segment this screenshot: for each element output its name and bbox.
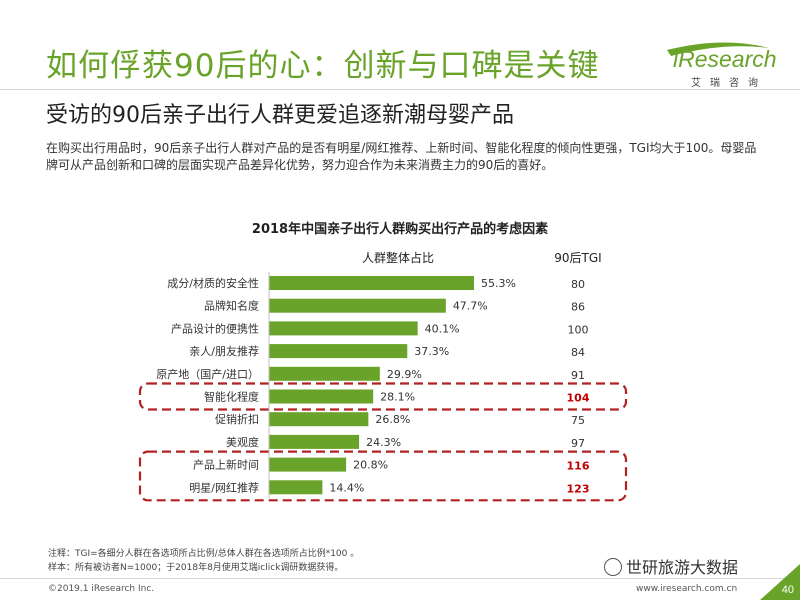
tgi-value: 80 [571,278,585,291]
category-label: 美观度 [226,435,259,449]
tgi-value: 104 [567,392,590,405]
data-label: 40.1% [425,322,460,335]
category-label: 产品设计的便携性 [171,321,259,335]
wechat-account: 世研旅游大数据 [604,554,738,578]
data-label: 26.8% [375,413,410,426]
page-title: 如何俘获90后的心：创新与口碑是关键 [46,48,600,84]
wechat-icon [604,558,622,576]
description: 在购买出行用品时，90后亲子出行人群对产品的是否有明星/网红推荐、上新时间、智能… [46,141,757,172]
bar [269,298,446,313]
title-divider [0,89,800,90]
data-label: 14.4% [329,481,364,494]
website-link[interactable]: www.iresearch.com.cn [636,584,738,594]
tgi-value: 91 [571,369,585,382]
chart-title: 2018年中国亲子出行人群购买出行产品的考虑因素 [251,222,549,237]
page-corner [760,564,800,600]
bar [269,344,408,359]
logo-swoosh-icon [667,42,769,56]
bar [269,321,418,336]
tgi-value: 86 [571,301,585,314]
footnote-sample: 样本：所有被访者N=1000；于2018年8月使用艾瑞iclick调研数据获得。 [48,563,344,573]
tgi-value: 84 [571,346,585,359]
tgi-value: 123 [567,482,590,495]
category-label: 品牌知名度 [204,299,259,313]
iresearch-logo: iResearch 艾瑞咨询 [663,40,777,90]
tgi-value: 116 [567,460,590,473]
data-label: 28.1% [380,391,415,404]
logo-text: iResearch [673,46,777,72]
data-label: 20.8% [353,459,388,472]
tgi-column-header: 90后TGI [554,251,601,265]
series-label: 人群整体占比 [362,250,434,265]
tgi-value: 100 [568,323,589,336]
footnote-tgi: 注释：TGI=各细分人群在各选项所占比例/总体人群在各选项所占比例*100 。 [48,549,360,559]
footer-divider [0,578,800,579]
bar [269,457,347,472]
data-label: 37.3% [414,345,449,358]
category-label: 亲人/朋友推荐 [189,344,259,358]
logo-subtext: 艾瑞咨询 [691,78,767,89]
category-label: 促销折扣 [215,412,259,426]
data-label: 24.3% [366,436,401,449]
category-label: 成分/材质的安全性 [167,276,259,290]
bar [269,389,374,404]
wechat-name: 世研旅游大数据 [626,558,739,577]
category-label: 原产地（国产/进口） [156,367,259,381]
category-label: 明星/网红推荐 [189,480,259,494]
category-label: 产品上新时间 [193,458,259,472]
data-label: 29.9% [387,368,422,381]
tgi-value: 75 [571,414,585,427]
tgi-value: 97 [571,437,585,450]
header: 如何俘获90后的心：创新与口碑是关键 iResearch 艾瑞咨询 [0,0,800,92]
bar [269,434,360,449]
bar [269,480,323,495]
copyright: ©2019.1 iResearch Inc. [48,584,155,594]
data-label: 55.3% [481,277,516,290]
subtitle: 受访的90后亲子出行人群更爱追逐新潮母婴产品 [46,103,514,128]
bar [269,366,380,381]
bar-chart: 人群整体占比 90后TGI 成分/材质的安全性 55.3% 80 品牌知名度 47.7% 86… [138,250,628,502]
bar [269,276,474,290]
data-label: 47.7% [453,300,488,313]
page-number: 40 [781,584,794,596]
highlight-box-2 [138,450,628,502]
bar [269,412,369,427]
category-label: 智能化程度 [204,390,259,404]
